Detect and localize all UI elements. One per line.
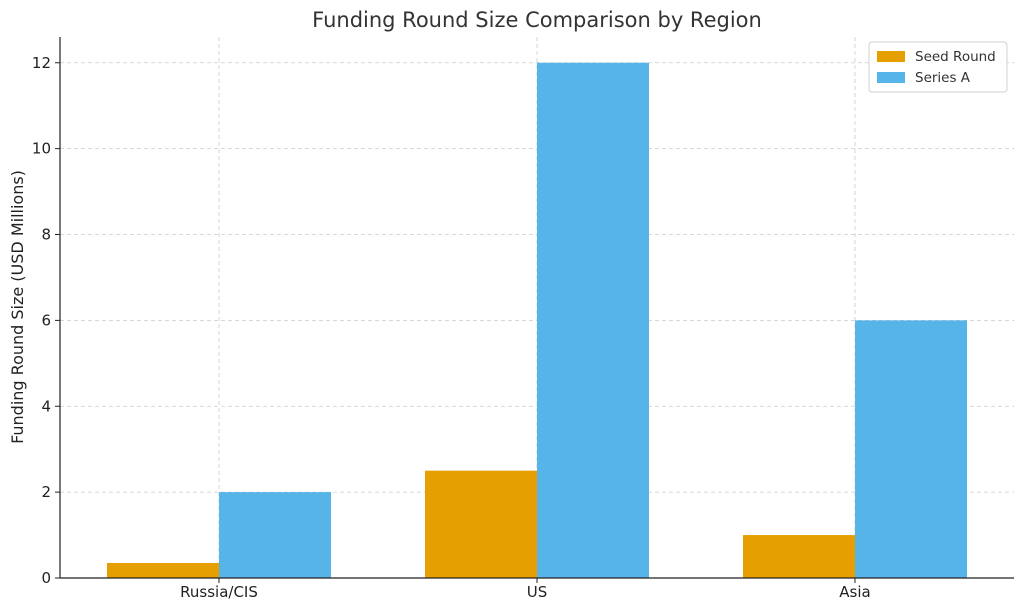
- x-tick-label: US: [527, 583, 548, 601]
- y-tick-label: 2: [41, 483, 51, 501]
- legend-label: Series A: [915, 70, 971, 86]
- legend-swatch: [877, 72, 905, 83]
- y-tick-label: 4: [41, 397, 51, 415]
- bars-layer: [107, 62, 967, 579]
- y-axis-label: Funding Round Size (USD Millions): [8, 170, 27, 444]
- bar-seed-round-us: [425, 470, 537, 578]
- bar-series-a-russia-cis: [219, 492, 331, 578]
- y-tick-label: 8: [41, 226, 51, 244]
- bar-seed-round-russia-cis: [107, 562, 219, 578]
- x-tick-label: Russia/CIS: [180, 583, 258, 601]
- x-tick-label: Asia: [839, 583, 870, 601]
- y-tick-label: 6: [41, 311, 51, 329]
- legend: Seed Round Series A: [868, 41, 1008, 93]
- ticks-layer: 0 2 4 6 8 10 12 Russia/CIS US Asia: [32, 54, 871, 601]
- y-tick-label: 12: [32, 54, 51, 72]
- bar-series-a-us: [537, 62, 649, 579]
- legend-swatch: [877, 51, 905, 62]
- chart-title: Funding Round Size Comparison by Region: [312, 8, 762, 32]
- bar-series-a-asia: [855, 320, 967, 578]
- legend-label: Seed Round: [915, 49, 996, 65]
- bar-seed-round-asia: [743, 535, 855, 578]
- y-tick-label: 0: [41, 569, 51, 587]
- y-tick-label: 10: [32, 140, 51, 158]
